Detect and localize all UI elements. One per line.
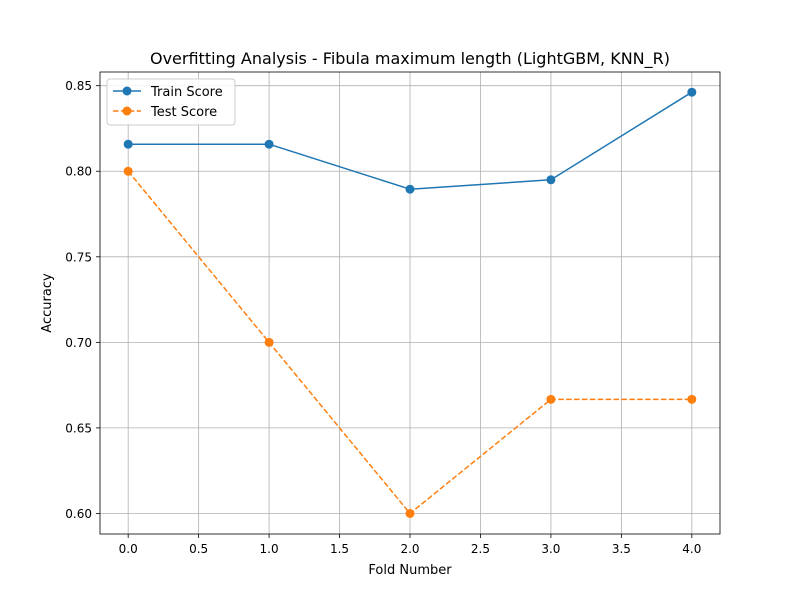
y-axis-label: Accuracy bbox=[40, 273, 55, 333]
x-tick-label: 0.0 bbox=[119, 542, 138, 556]
x-tick-label: 1.0 bbox=[260, 542, 279, 556]
x-tick-label: 2.0 bbox=[400, 542, 419, 556]
series-group bbox=[123, 87, 697, 518]
chart-title: Overfitting Analysis - Fibula maximum le… bbox=[150, 49, 670, 69]
x-tick-label: 1.5 bbox=[330, 542, 349, 556]
y-tick-label: 0.65 bbox=[65, 421, 92, 435]
x-tick-label: 3.5 bbox=[612, 542, 631, 556]
train-score-point bbox=[687, 87, 697, 97]
y-tick-label: 0.75 bbox=[65, 250, 92, 264]
y-tick-label: 0.60 bbox=[65, 507, 92, 521]
train-score-point bbox=[264, 139, 274, 149]
legend-test-marker bbox=[122, 106, 132, 116]
x-tick-label: 3.0 bbox=[541, 542, 560, 556]
x-axis-label: Fold Number bbox=[368, 563, 452, 578]
test-score-point bbox=[687, 394, 697, 404]
legend-test-label: Test Score bbox=[150, 105, 217, 120]
train-score-point bbox=[123, 139, 133, 149]
train-score-point bbox=[405, 184, 415, 194]
train-score-point bbox=[546, 175, 556, 185]
test-score-point bbox=[546, 394, 556, 404]
test-score-point bbox=[123, 166, 133, 176]
axis-ticks: 0.0 0.5 1.0 1.5 2.0 2.5 3.0 3.5 4.0 0.60 0.65 0.70 0… bbox=[65, 79, 701, 556]
x-tick-label: 2.5 bbox=[471, 542, 490, 556]
y-tick-label: 0.80 bbox=[65, 165, 92, 179]
y-tick-label: 0.70 bbox=[65, 336, 92, 350]
x-tick-label: 0.5 bbox=[189, 542, 208, 556]
legend-train-label: Train Score bbox=[150, 85, 223, 100]
legend-train-marker bbox=[122, 86, 132, 96]
legend: Train Score Test Score bbox=[106, 78, 236, 126]
test-score-point bbox=[405, 508, 415, 518]
y-tick-label: 0.85 bbox=[65, 79, 92, 93]
test-score-point bbox=[264, 337, 274, 347]
x-tick-label: 4.0 bbox=[682, 542, 701, 556]
